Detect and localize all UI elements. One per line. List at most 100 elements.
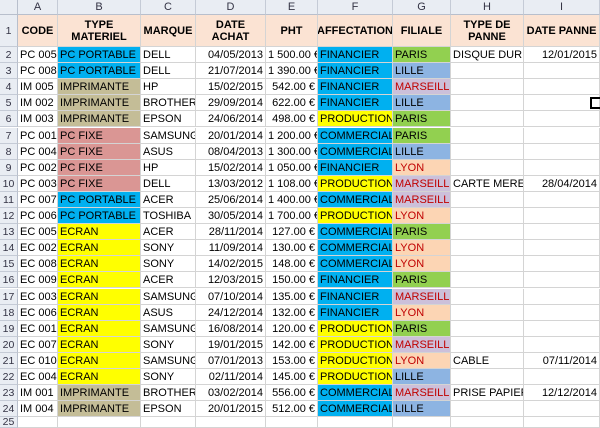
row-header[interactable]: 21 bbox=[0, 352, 18, 369]
table-cell[interactable] bbox=[451, 143, 524, 160]
table-cell[interactable] bbox=[524, 159, 600, 176]
table-cell[interactable]: PARIS bbox=[393, 272, 451, 289]
row-header[interactable]: 3 bbox=[0, 63, 18, 80]
table-cell[interactable]: IM 002 bbox=[18, 95, 58, 112]
table-cell[interactable]: 1 390.00 € bbox=[266, 63, 318, 80]
row-header[interactable]: 18 bbox=[0, 304, 18, 321]
table-cell[interactable]: 498.00 € bbox=[266, 111, 318, 128]
header-cell[interactable]: CODE bbox=[18, 15, 58, 47]
table-cell[interactable]: 148.00 € bbox=[266, 256, 318, 273]
table-cell[interactable]: 28/11/2014 bbox=[196, 224, 266, 241]
table-cell[interactable]: BROTHER bbox=[141, 385, 196, 402]
table-cell[interactable]: COMMERCIAL bbox=[318, 191, 393, 208]
table-cell[interactable]: TOSHIBA bbox=[141, 208, 196, 225]
table-cell[interactable]: 127.00 € bbox=[266, 224, 318, 241]
table-cell[interactable]: DISQUE DUR bbox=[451, 47, 524, 64]
select-all-corner[interactable] bbox=[0, 0, 18, 15]
table-cell[interactable]: PC FIXE bbox=[58, 159, 141, 176]
table-cell[interactable]: 142.00 € bbox=[266, 336, 318, 353]
row-header[interactable]: 1 bbox=[0, 15, 18, 47]
table-cell[interactable]: DELL bbox=[141, 47, 196, 64]
table-cell[interactable] bbox=[393, 417, 451, 428]
table-cell[interactable]: 132.00 € bbox=[266, 304, 318, 321]
table-cell[interactable]: FINANCIER bbox=[318, 304, 393, 321]
row-header[interactable]: 20 bbox=[0, 336, 18, 353]
header-cell[interactable]: TYPE DE PANNE bbox=[451, 15, 524, 47]
table-cell[interactable]: FINANCIER bbox=[318, 95, 393, 112]
table-cell[interactable]: PRODUCTION bbox=[318, 336, 393, 353]
table-cell[interactable]: 16/08/2014 bbox=[196, 320, 266, 337]
table-cell[interactable]: 135.00 € bbox=[266, 288, 318, 305]
table-cell[interactable]: EC 010 bbox=[18, 352, 58, 369]
row-header[interactable]: 6 bbox=[0, 111, 18, 128]
table-cell[interactable] bbox=[524, 143, 600, 160]
table-cell[interactable]: LILLE bbox=[393, 63, 451, 80]
table-cell[interactable]: PARIS bbox=[393, 127, 451, 144]
table-cell[interactable]: FINANCIER bbox=[318, 47, 393, 64]
table-cell[interactable]: 13/03/2012 bbox=[196, 175, 266, 192]
table-cell[interactable]: 512.00 € bbox=[266, 401, 318, 418]
table-cell[interactable]: EC 004 bbox=[18, 369, 58, 386]
table-cell[interactable]: 130.00 € bbox=[266, 240, 318, 257]
table-cell[interactable]: 622.00 € bbox=[266, 95, 318, 112]
table-cell[interactable]: PRODUCTION bbox=[318, 320, 393, 337]
column-header-d[interactable]: D bbox=[196, 0, 266, 15]
table-cell[interactable]: FINANCIER bbox=[318, 79, 393, 96]
row-header[interactable]: 24 bbox=[0, 401, 18, 418]
table-cell[interactable]: EC 003 bbox=[18, 288, 58, 305]
table-cell[interactable]: PC 002 bbox=[18, 159, 58, 176]
column-header-h[interactable]: H bbox=[451, 0, 524, 15]
table-cell[interactable] bbox=[318, 417, 393, 428]
row-header[interactable]: 10 bbox=[0, 175, 18, 192]
table-cell[interactable]: IM 003 bbox=[18, 111, 58, 128]
table-cell[interactable] bbox=[451, 304, 524, 321]
header-cell[interactable]: FILIALE bbox=[393, 15, 451, 47]
table-cell[interactable]: 153.00 € bbox=[266, 352, 318, 369]
table-cell[interactable] bbox=[524, 304, 600, 321]
table-cell[interactable]: MARSEILLE bbox=[393, 191, 451, 208]
table-cell[interactable]: 1 108.00 € bbox=[266, 175, 318, 192]
table-cell[interactable] bbox=[196, 417, 266, 428]
table-cell[interactable]: 1 050.00 € bbox=[266, 159, 318, 176]
table-cell[interactable] bbox=[524, 208, 600, 225]
table-cell[interactable]: ECRAN bbox=[58, 369, 141, 386]
table-cell[interactable]: 145.00 € bbox=[266, 369, 318, 386]
table-cell[interactable]: MARSEILLE bbox=[393, 385, 451, 402]
table-cell[interactable] bbox=[524, 191, 600, 208]
header-cell[interactable]: DATE ACHAT bbox=[196, 15, 266, 47]
table-cell[interactable]: EC 007 bbox=[18, 336, 58, 353]
table-cell[interactable]: 08/04/2013 bbox=[196, 143, 266, 160]
table-cell[interactable]: EC 006 bbox=[18, 304, 58, 321]
table-cell[interactable]: 1 300.00 € bbox=[266, 143, 318, 160]
table-cell[interactable]: LILLE bbox=[393, 401, 451, 418]
table-cell[interactable]: COMMERCIAL bbox=[318, 143, 393, 160]
table-cell[interactable]: IM 005 bbox=[18, 79, 58, 96]
table-cell[interactable]: IMPRIMANTE bbox=[58, 79, 141, 96]
row-header[interactable]: 19 bbox=[0, 320, 18, 337]
table-cell[interactable] bbox=[58, 417, 141, 428]
table-cell[interactable] bbox=[524, 240, 600, 257]
table-cell[interactable] bbox=[451, 272, 524, 289]
table-cell[interactable]: 14/02/2015 bbox=[196, 256, 266, 273]
table-cell[interactable]: 12/01/2015 bbox=[524, 47, 600, 64]
table-cell[interactable]: LILLE bbox=[393, 369, 451, 386]
table-cell[interactable]: IM 001 bbox=[18, 385, 58, 402]
header-cell[interactable]: TYPE MATERIEL bbox=[58, 15, 141, 47]
column-header-e[interactable]: E bbox=[266, 0, 318, 15]
table-cell[interactable] bbox=[451, 320, 524, 337]
table-cell[interactable] bbox=[524, 256, 600, 273]
table-cell[interactable]: PC FIXE bbox=[58, 143, 141, 160]
table-cell[interactable]: SAMSUNG bbox=[141, 127, 196, 144]
table-cell[interactable]: PRISE PAPIER bbox=[451, 385, 524, 402]
column-header-b[interactable]: B bbox=[58, 0, 141, 15]
table-cell[interactable]: 1 400.00 € bbox=[266, 191, 318, 208]
table-cell[interactable] bbox=[451, 127, 524, 144]
table-cell[interactable]: 1 200.00 € bbox=[266, 127, 318, 144]
table-cell[interactable]: 12/12/2014 bbox=[524, 385, 600, 402]
table-cell[interactable]: ECRAN bbox=[58, 288, 141, 305]
table-cell[interactable]: PC PORTABLE bbox=[58, 63, 141, 80]
table-cell[interactable]: COMMERCIAL bbox=[318, 240, 393, 257]
table-cell[interactable]: 04/05/2013 bbox=[196, 47, 266, 64]
table-cell[interactable]: LILLE bbox=[393, 95, 451, 112]
table-cell[interactable]: 29/09/2014 bbox=[196, 95, 266, 112]
